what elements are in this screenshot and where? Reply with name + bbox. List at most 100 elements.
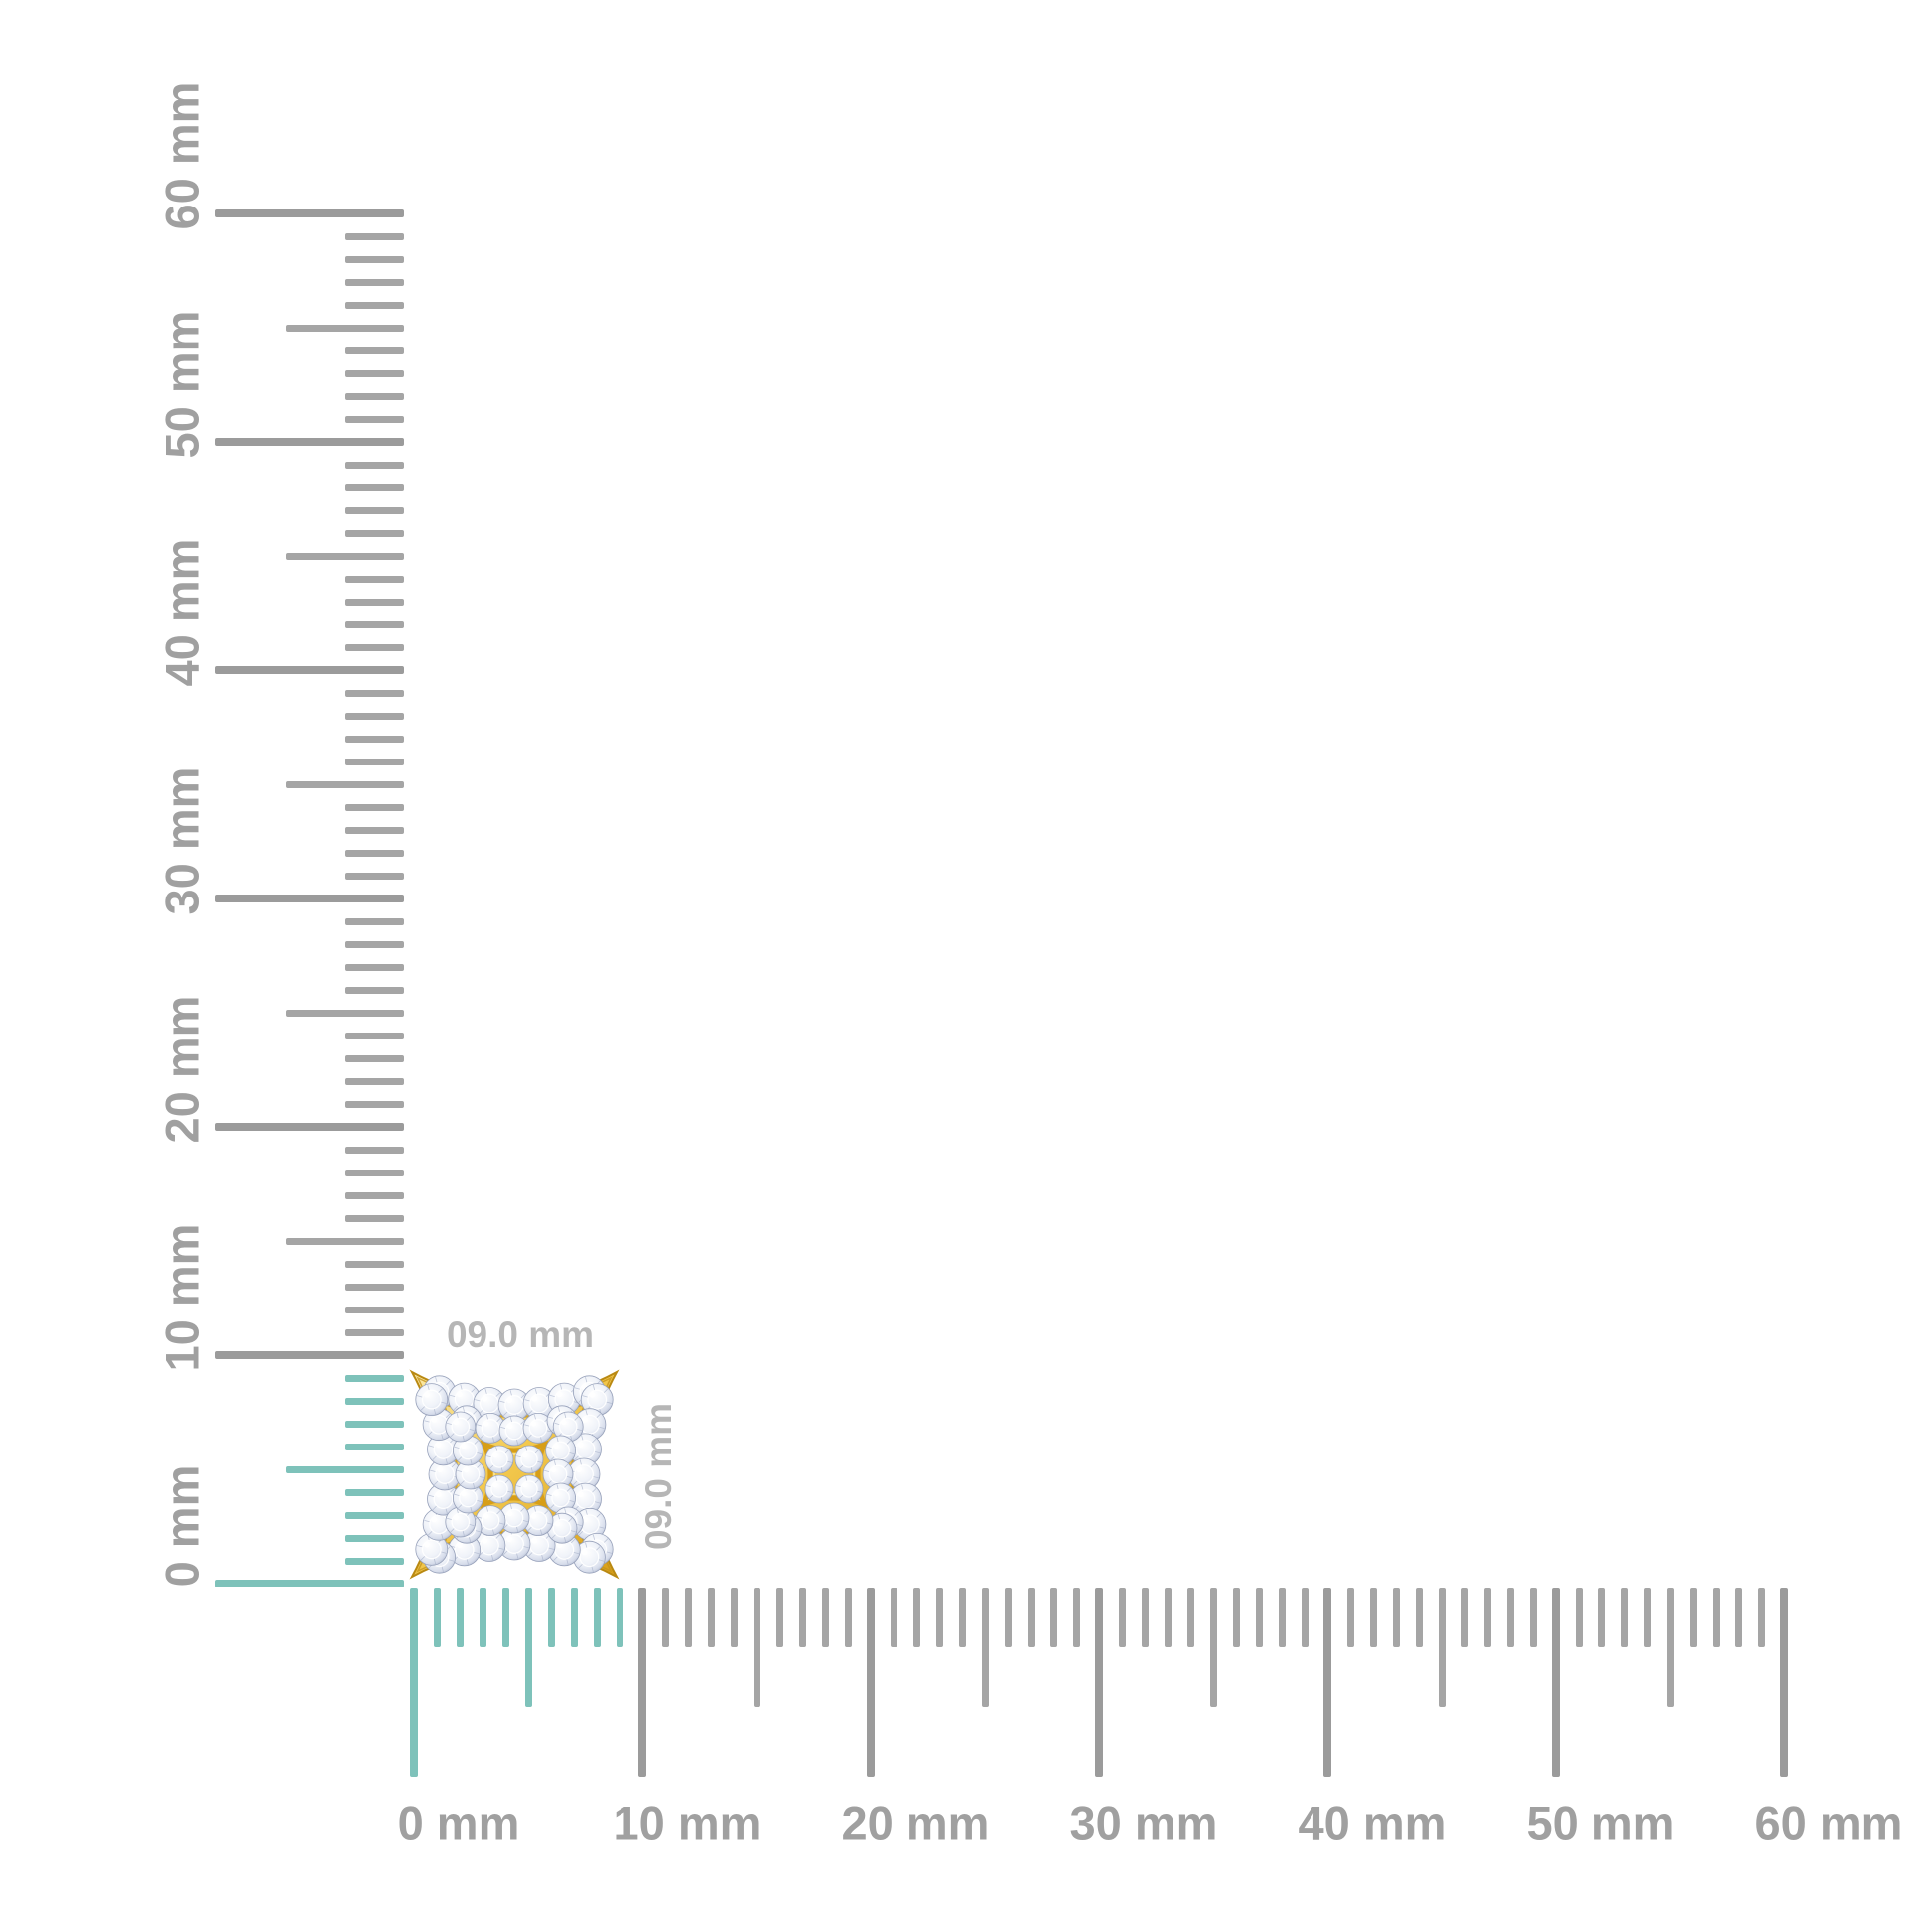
horizontal-ruler-tick [1598, 1588, 1605, 1647]
height-dimension-label: 09.0 mm [638, 1402, 679, 1551]
vertical-ruler-tick [286, 325, 404, 332]
diamond-stones [415, 1375, 614, 1574]
horizontal-ruler-tick [754, 1588, 760, 1707]
vertical-ruler-label: 0 mm [155, 1464, 208, 1587]
horizontal-ruler-tick [982, 1588, 989, 1707]
horizontal-ruler-tick [913, 1588, 920, 1647]
horizontal-ruler-tick [1142, 1588, 1149, 1647]
vertical-ruler-tick [215, 438, 404, 446]
diamond-stone [522, 1413, 554, 1444]
horizontal-ruler-tick [1165, 1588, 1172, 1647]
diamond-stone [484, 1474, 514, 1504]
diamond-stone [473, 1529, 506, 1562]
vertical-ruler-tick [345, 530, 404, 537]
vertical-ruler-tick [345, 1147, 404, 1154]
diamond-stone [427, 1482, 460, 1516]
diamond-stone [546, 1512, 578, 1544]
diamond-stone [453, 1482, 483, 1514]
horizontal-ruler-tick [434, 1588, 441, 1647]
horizontal-ruler-tick [799, 1588, 806, 1647]
horizontal-ruler-tick [1256, 1588, 1263, 1647]
vertical-ruler-tick [286, 781, 404, 788]
horizontal-ruler-tick [1758, 1588, 1765, 1647]
vertical-ruler-label: 40 mm [155, 538, 208, 687]
vertical-ruler-tick [215, 209, 404, 217]
vertical-ruler-tick [345, 416, 404, 423]
vertical-ruler-tick [345, 873, 404, 880]
horizontal-ruler-tick [1576, 1588, 1583, 1647]
horizontal-ruler-tick [959, 1588, 966, 1647]
vertical-ruler-tick [345, 1284, 404, 1291]
vertical-ruler-tick [215, 1351, 404, 1359]
horizontal-ruler-tick [1210, 1588, 1217, 1707]
vertical-ruler-tick [345, 621, 404, 628]
vertical-ruler-tick [286, 553, 404, 560]
vertical-ruler-tick [286, 1466, 404, 1473]
vertical-ruler-tick [345, 1375, 404, 1382]
vertical-ruler-tick [345, 347, 404, 354]
vertical-ruler-tick [215, 895, 404, 902]
diamond-stone [522, 1505, 554, 1536]
vertical-ruler-tick [286, 1010, 404, 1017]
vertical-ruler-tick [345, 279, 404, 286]
vertical-ruler-label: 60 mm [155, 81, 208, 230]
vertical-ruler-tick [345, 1033, 404, 1039]
horizontal-ruler-tick [1370, 1588, 1377, 1647]
diamond-stone [445, 1411, 477, 1443]
vertical-ruler-tick [345, 256, 404, 263]
horizontal-ruler-tick [1552, 1588, 1560, 1777]
horizontal-ruler-tick [731, 1588, 738, 1647]
horizontal-ruler-label: 20 mm [841, 1796, 990, 1850]
horizontal-ruler-tick [410, 1588, 418, 1777]
vertical-ruler-tick [345, 599, 404, 606]
vertical-ruler-tick [345, 1055, 404, 1062]
horizontal-ruler-tick [1690, 1588, 1697, 1647]
horizontal-ruler-tick [457, 1588, 464, 1647]
horizontal-ruler-tick [867, 1588, 875, 1777]
horizontal-ruler-tick [1050, 1588, 1057, 1647]
horizontal-ruler-tick [845, 1588, 852, 1647]
vertical-ruler-tick [345, 1078, 404, 1085]
horizontal-ruler-label: 40 mm [1298, 1796, 1447, 1850]
vertical-ruler-label: 30 mm [155, 766, 208, 915]
vertical-ruler-tick [345, 964, 404, 971]
horizontal-ruler-tick [1439, 1588, 1446, 1707]
vertical-ruler-tick [345, 1444, 404, 1450]
vertical-ruler-tick [345, 1512, 404, 1519]
diamond-stone [427, 1433, 460, 1466]
horizontal-ruler-tick [480, 1588, 486, 1647]
horizontal-ruler-label: 10 mm [613, 1796, 761, 1850]
vertical-ruler-tick [215, 666, 404, 674]
horizontal-ruler-tick [1028, 1588, 1035, 1647]
horizontal-ruler-tick [1393, 1588, 1400, 1647]
earring-image [405, 1365, 623, 1584]
horizontal-ruler-tick [1279, 1588, 1286, 1647]
diamond-stone [573, 1540, 606, 1574]
vertical-ruler-tick [345, 1192, 404, 1199]
diamond-stone [484, 1445, 514, 1474]
horizontal-ruler-tick [1484, 1588, 1491, 1647]
horizontal-ruler-tick [1119, 1588, 1126, 1647]
diamond-stone [552, 1411, 584, 1443]
vertical-ruler-tick [345, 302, 404, 309]
vertical-ruler-tick [345, 941, 404, 948]
width-dimension-label: 09.0 mm [446, 1314, 595, 1355]
vertical-ruler-tick [345, 1261, 404, 1268]
horizontal-ruler-tick [571, 1588, 578, 1647]
vertical-ruler-tick [345, 987, 404, 994]
vertical-ruler-tick [345, 462, 404, 469]
horizontal-ruler-tick [502, 1588, 509, 1647]
vertical-ruler-tick [345, 1101, 404, 1108]
vertical-ruler-tick [345, 576, 404, 583]
horizontal-ruler-tick [1621, 1588, 1628, 1647]
earring-svg [409, 1369, 620, 1580]
horizontal-ruler-tick [822, 1588, 829, 1647]
horizontal-ruler-tick [1302, 1588, 1309, 1647]
vertical-ruler-tick [345, 736, 404, 743]
diamond-stone [545, 1482, 576, 1514]
horizontal-ruler-tick [1530, 1588, 1537, 1647]
horizontal-ruler-tick [1187, 1588, 1194, 1647]
horizontal-ruler-tick [708, 1588, 715, 1647]
horizontal-ruler-tick [1507, 1588, 1514, 1647]
horizontal-ruler-tick [548, 1588, 555, 1647]
